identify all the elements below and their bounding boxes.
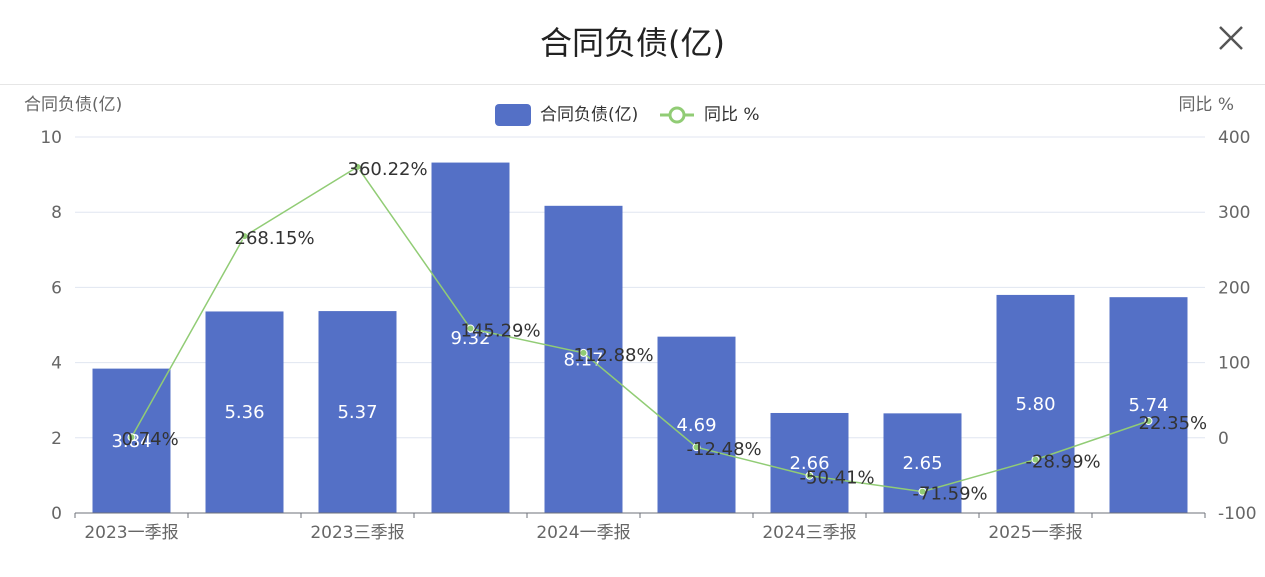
line-point[interactable] [1031, 455, 1040, 464]
bar-value-label: 4.69 [676, 415, 716, 436]
bar-value-label: 9.32 [450, 328, 490, 349]
line-point[interactable] [805, 471, 814, 480]
bar-value-label: 3.84 [111, 431, 151, 452]
left-tick-label: 2 [51, 429, 62, 449]
left-axis-title: 合同负债(亿) [24, 95, 122, 115]
right-axis: -100 0 100 200 300 400 [1218, 128, 1257, 524]
line-point[interactable] [240, 232, 249, 241]
line-point[interactable] [127, 433, 136, 442]
bar[interactable] [770, 412, 849, 513]
bar-value-label: 5.80 [1015, 394, 1055, 415]
right-tick-label: -100 [1218, 504, 1257, 524]
right-tick-label: 100 [1218, 354, 1250, 374]
legend-line-marker[interactable] [668, 106, 686, 124]
bar[interactable] [431, 162, 510, 513]
x-tick-label: 2023一季报 [84, 523, 178, 543]
line-point[interactable] [692, 443, 701, 452]
line-value-label: 0.74% [122, 429, 179, 450]
line-point[interactable] [353, 162, 362, 171]
x-tick-label: 2023三季报 [310, 523, 404, 543]
right-axis-title: 同比 % [1178, 95, 1234, 115]
line-point[interactable] [1144, 416, 1153, 425]
legend-bar-label[interactable]: 合同负债(亿) [540, 105, 638, 125]
line-path [130, 165, 1149, 493]
line-value-label: 22.35% [1139, 413, 1208, 434]
bar-value-label: 5.37 [337, 402, 377, 423]
bar-series: 3.84 5.36 5.37 9.32 8.17 4.69 2.66 2.65 5.80 5.74 [92, 162, 1188, 514]
dialog-header: 合同负债(亿) [0, 0, 1265, 85]
right-tick-label: 300 [1218, 203, 1250, 223]
bar-value-label: 5.36 [224, 402, 264, 423]
line-value-label: -50.41% [800, 468, 875, 489]
close-icon[interactable] [1215, 22, 1247, 54]
line-value-label: 145.29% [461, 321, 541, 342]
bar[interactable] [544, 205, 623, 514]
right-tick-label: 400 [1218, 128, 1250, 148]
left-tick-label: 0 [51, 504, 62, 524]
legend[interactable]: 合同负债(亿) 同比 % [495, 104, 760, 126]
line-value-label: -28.99% [1026, 452, 1101, 473]
right-tick-label: 0 [1218, 429, 1229, 449]
left-tick-label: 8 [51, 203, 62, 223]
left-tick-label: 4 [51, 354, 62, 374]
line-value-label: 360.22% [348, 159, 428, 180]
left-tick-label: 10 [40, 128, 62, 148]
line-point[interactable] [579, 348, 588, 357]
bar[interactable] [883, 413, 962, 513]
legend-bar-swatch[interactable] [495, 104, 531, 126]
x-axis: 2023一季报 2023三季报 2024一季报 2024三季报 2025一季报 [74, 512, 1206, 543]
bar-value-label: 2.66 [789, 453, 829, 474]
line-point[interactable] [466, 324, 475, 333]
x-tick-label: 2025一季报 [988, 523, 1082, 543]
line-value-label: -12.48% [687, 439, 762, 460]
bar[interactable] [205, 311, 284, 513]
left-tick-label: 6 [51, 278, 62, 298]
bar[interactable] [1109, 297, 1188, 513]
line-value-label: 112.88% [574, 345, 654, 366]
bar-value-label: 8.17 [563, 349, 603, 370]
x-tick-label: 2024一季报 [536, 523, 630, 543]
line-value-label: -71.59% [913, 484, 988, 505]
x-tick-label: 2024三季报 [762, 523, 856, 543]
bar-value-label: 2.65 [902, 453, 942, 474]
right-tick-label: 200 [1218, 278, 1250, 298]
legend-line-label[interactable]: 同比 % [704, 105, 760, 125]
bar[interactable] [996, 294, 1075, 513]
line-series: 0.74% 268.15% 360.22% 145.29% 112.88% -12.48%… [122, 159, 1208, 505]
bar-value-label: 5.74 [1128, 395, 1168, 416]
bar[interactable] [318, 311, 397, 513]
chart-title: 合同负债(亿) [540, 24, 725, 62]
line-value-label: 268.15% [235, 228, 315, 249]
line-point[interactable] [918, 487, 927, 496]
left-axis: 0 2 4 6 8 10 [40, 128, 62, 524]
